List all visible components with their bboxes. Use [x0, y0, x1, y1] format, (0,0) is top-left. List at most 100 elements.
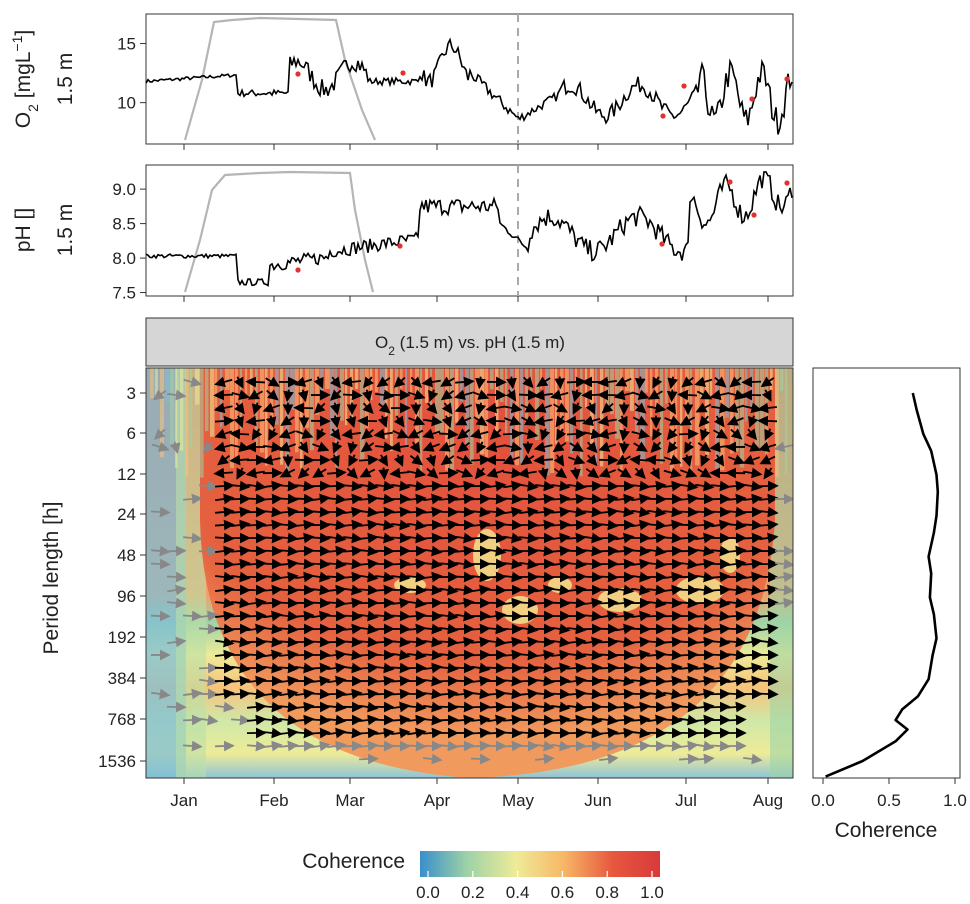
phase-arrow-385 — [583, 506, 603, 518]
phase-arrow-992 — [470, 727, 491, 739]
phase-arrow-299 — [375, 480, 395, 492]
phase-arrow-217 — [773, 441, 793, 453]
phase-arrow-216 — [758, 441, 777, 452]
phase-arrow-419 — [566, 519, 587, 531]
phase-arrow-775 — [358, 649, 379, 661]
mean-coherence-panel: 0.0 0.5 1.0 Coherence — [811, 367, 967, 842]
phase-arrow-510 — [247, 558, 267, 570]
phase-arrow-426 — [678, 519, 699, 531]
phase-arrow-1024 — [454, 740, 475, 752]
phase-arrow-885 — [359, 688, 379, 700]
heatmap-stripe — [470, 368, 474, 465]
phase-arrow-549 — [279, 571, 299, 583]
phase-arrow-144 — [214, 428, 233, 439]
o2-red-point-4 — [749, 96, 755, 102]
phase-arrow-405 — [343, 519, 363, 531]
phase-arrow-531 — [582, 558, 603, 570]
phase-arrow-362 — [215, 506, 235, 518]
phase-arrow-596 — [439, 584, 459, 596]
phase-arrow-689 — [711, 610, 731, 622]
phase-arrow-469 — [166, 545, 187, 557]
phase-arrow-898 — [567, 688, 587, 700]
phase-arrow-1029 — [535, 740, 555, 752]
phase-arrow-33 — [729, 376, 742, 388]
phase-arrow-974 — [679, 714, 699, 726]
heatmap-stripe — [500, 368, 504, 402]
phase-arrow-499 — [662, 545, 683, 557]
phase-arrow-904 — [663, 688, 683, 700]
phase-arrow-141 — [748, 415, 759, 428]
phase-arrow-740 — [374, 636, 395, 648]
phase-arrow-65 — [648, 389, 663, 400]
phase-arrow-931 — [535, 701, 555, 713]
heatmap-stripe — [650, 368, 653, 437]
phase-arrow-504 — [742, 545, 763, 557]
phase-arrow-208 — [633, 441, 648, 452]
phase-arrow-793 — [647, 649, 667, 661]
heatmap-stripe — [390, 368, 393, 452]
phase-arrow-384 — [567, 506, 587, 518]
phase-arrow-771 — [294, 649, 315, 661]
phase-arrow-571 — [631, 571, 651, 583]
phase-arrow-59 — [550, 389, 569, 401]
phase-arrow-399 — [246, 519, 267, 531]
phase-arrow-203 — [552, 441, 567, 453]
phase-arrow-236 — [502, 454, 520, 465]
phase-arrow-23 — [566, 376, 587, 388]
phase-arrow-744 — [438, 636, 459, 648]
phase-arrow-832 — [695, 662, 715, 674]
phase-arrow-683 — [615, 610, 635, 622]
phase-arrow-409 — [407, 519, 427, 531]
phase-arrow-940 — [678, 701, 699, 713]
phase-arrow-968 — [583, 714, 603, 726]
phase-arrow-266 — [426, 467, 439, 479]
phase-arrow-32 — [714, 376, 727, 388]
phase-arrow-959 — [438, 714, 459, 726]
phase-arrow-723 — [678, 623, 699, 635]
phase-arrow-288 — [199, 480, 219, 492]
phase-arrow-889 — [423, 688, 443, 700]
heatmap-stripe — [570, 368, 574, 454]
phase-arrow-536 — [662, 558, 683, 570]
phase-arrow-247 — [681, 454, 693, 468]
phase-arrow-839 — [231, 675, 251, 687]
phase-arrow-870 — [727, 675, 747, 687]
phase-arrow-28 — [652, 376, 663, 389]
phase-arrow-125 — [485, 415, 506, 427]
phase-arrow-260 — [327, 467, 347, 479]
phase-arrow-819 — [486, 662, 507, 674]
phase-arrow-383 — [551, 506, 571, 518]
phase-arrow-912 — [215, 701, 235, 713]
phase-arrow-443 — [375, 532, 395, 544]
phase-arrow-1035 — [630, 740, 651, 752]
phase-arrow-129 — [555, 415, 567, 428]
phase-arrow-741 — [391, 636, 411, 648]
phase-arrow-755 — [615, 636, 635, 648]
phase-arrow-520 — [407, 558, 427, 570]
phase-arrow-8 — [330, 376, 341, 389]
phase-arrow-396 — [759, 506, 779, 518]
phase-arrow-198 — [476, 441, 487, 454]
phase-arrow-205 — [586, 441, 598, 454]
phase-arrow-815 — [423, 662, 443, 674]
phase-arrow-715 — [551, 623, 571, 635]
phase-arrow-707 — [423, 623, 443, 635]
phase-arrow-522 — [438, 558, 459, 570]
heatmap-xtick-label-4: May — [502, 791, 535, 810]
phase-arrow-406 — [359, 519, 379, 531]
phase-arrow-980 — [279, 727, 299, 739]
o2-ytick-label-1: 15 — [117, 35, 136, 54]
phase-arrow-75 — [251, 402, 263, 416]
phase-arrow-402 — [295, 519, 315, 531]
phase-arrow-828 — [631, 662, 651, 674]
phase-arrow-349 — [599, 493, 619, 505]
phase-arrow-1012 — [263, 740, 283, 752]
phase-arrow-152 — [341, 428, 361, 440]
phase-arrow-986 — [375, 727, 395, 739]
phase-arrow-286 — [743, 467, 763, 479]
phase-arrow-575 — [695, 571, 715, 583]
phase-arrow-96 — [585, 402, 596, 415]
phase-arrow-555 — [375, 571, 395, 583]
phase-arrow-270 — [486, 467, 505, 478]
phase-arrow-1010 — [214, 740, 235, 752]
